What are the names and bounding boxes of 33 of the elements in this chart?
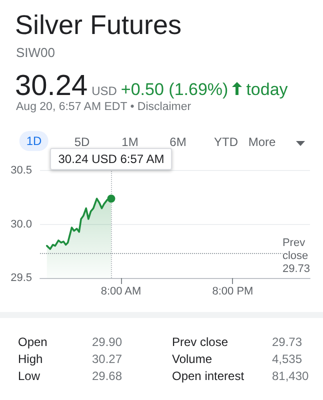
text: today [246, 80, 288, 100]
text: 29.73 [272, 335, 302, 349]
annotation: 30.24 USD 6:57 AM [50, 148, 172, 170]
text: 29.90 [92, 335, 122, 349]
text: Prev close [172, 335, 228, 349]
text: 30.27 [92, 352, 122, 366]
text: Open [18, 335, 48, 349]
text: 1M [122, 135, 138, 149]
x-tick-label: 8:00 AM [100, 286, 142, 298]
text: High [18, 352, 43, 366]
chart-subtitle: SIW00 [16, 45, 56, 60]
text: Open interest [172, 369, 244, 383]
text: 6M [170, 135, 186, 149]
text: USD [92, 84, 117, 98]
text: Volume [172, 352, 212, 366]
text: Aug 20, 6:57 AM EDT • Disclaimer [16, 101, 192, 113]
annotation: 29.73 [282, 262, 310, 275]
y-tick-label: 30.5 [10, 164, 32, 177]
text: 4,535 [272, 352, 302, 366]
text: 1D [19, 131, 49, 151]
ref-line-label: Prev close [282, 236, 308, 262]
text: +0.50 (1.69%) [120, 80, 228, 100]
y-tick-label: 29.5 [10, 272, 32, 284]
text: 29.68 [92, 369, 122, 383]
y-tick-label: 30.0 [10, 218, 32, 230]
text: More [248, 135, 276, 149]
text: Low [18, 369, 40, 383]
chart-title: Silver Futures [15, 10, 182, 41]
text: 81,430 [272, 369, 309, 383]
text: 5D [74, 135, 90, 149]
text: YTD [214, 135, 238, 149]
x-tick-label: 8:00 PM [212, 286, 254, 298]
text: 30.24 [15, 70, 88, 102]
